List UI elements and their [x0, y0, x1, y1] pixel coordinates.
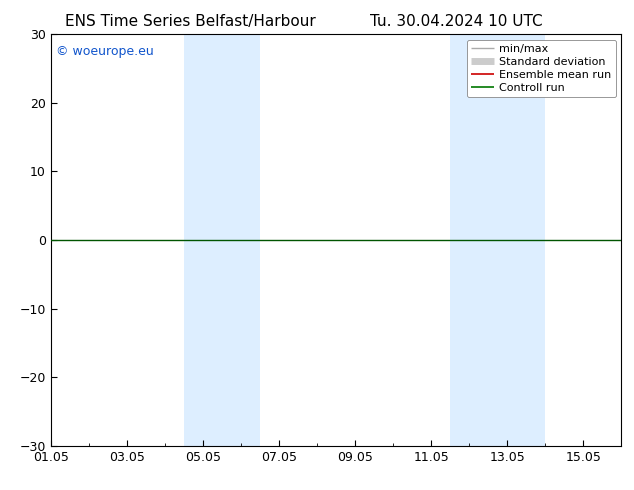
Text: Tu. 30.04.2024 10 UTC: Tu. 30.04.2024 10 UTC [370, 14, 543, 29]
Bar [184, 34, 260, 446]
Bar [450, 34, 545, 446]
Text: ENS Time Series Belfast/Harbour: ENS Time Series Belfast/Harbour [65, 14, 316, 29]
Legend: min/max, Standard deviation, Ensemble mean run, Controll run: min/max, Standard deviation, Ensemble me… [467, 40, 616, 97]
Text: © woeurope.eu: © woeurope.eu [56, 45, 154, 58]
